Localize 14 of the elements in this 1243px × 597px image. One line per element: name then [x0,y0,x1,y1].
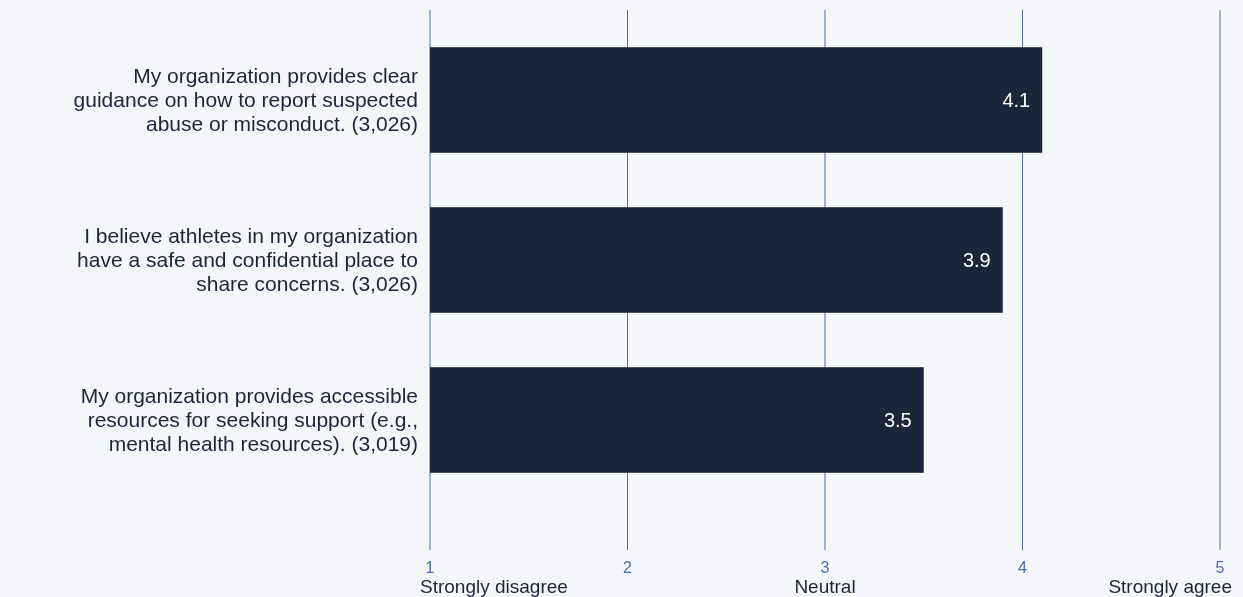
x-tick-label: 1 [425,559,435,576]
data-label: 3.9 [962,249,991,271]
data-label: 3.5 [883,409,912,431]
x-tick-label: 2 [623,559,633,576]
text: Neutral [794,576,856,597]
data-label: 4.1 [1002,89,1031,111]
x-tick-label: 4 [1018,559,1028,576]
text: Strongly agree [1108,576,1232,597]
y-tick-label: My organization provides clear guidance on how to report suspected abuse or misconduct. (3,026) [73,64,418,136]
x-tick-label: 5 [1215,559,1225,576]
y-tick-label: I believe athletes in my organization have a safe and confidential place to share concerns. (3,026) [77,224,418,296]
x-tick-label: 3 [820,559,830,576]
y-tick-label: My organization provides accessible resources for seeking support (e.g., mental health resources). (3,019) [80,384,418,456]
text: Strongly disagree [420,576,568,597]
